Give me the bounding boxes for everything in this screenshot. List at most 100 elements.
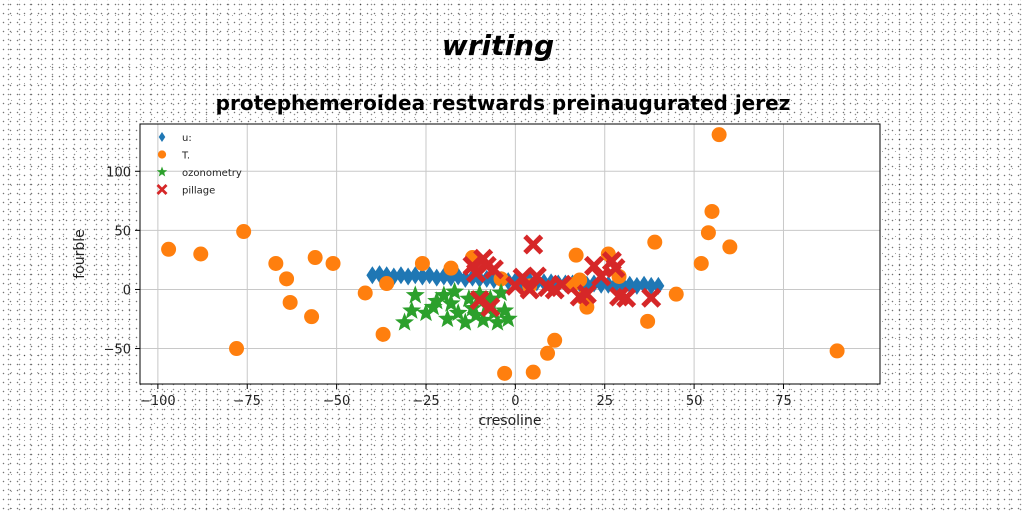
data-points [161, 127, 845, 381]
series-1-point [693, 255, 709, 271]
series-2-point [459, 288, 479, 307]
series-2-point [470, 284, 490, 303]
x-tick-label: −100 [140, 394, 176, 409]
series-1-point [647, 234, 663, 250]
series-1-point [279, 271, 295, 287]
series-2-point [437, 309, 457, 328]
y-axis-label: fourble [72, 229, 88, 279]
series-0-point [459, 269, 472, 288]
series-2-point [473, 310, 493, 329]
x-tick-label: −75 [234, 394, 261, 409]
axis-ticks: −100 −75 −50 −25 0 25 50 75 −50 0 50 100 [104, 165, 792, 409]
series-1-point [304, 309, 320, 325]
x-tick-label: 0 [511, 394, 519, 409]
series-1-point [161, 241, 177, 257]
x-tick-label: 75 [775, 394, 792, 409]
series-2-point [402, 300, 422, 319]
x-axis-label: cresoline [479, 413, 542, 429]
series-0-point [402, 267, 415, 286]
plot-frame [139, 123, 881, 385]
series-1-point [525, 364, 541, 380]
series-3-point [466, 262, 487, 283]
legend-label: ozonometry [182, 168, 242, 179]
x-tick-label: 50 [686, 394, 703, 409]
series-3-point [616, 287, 637, 308]
series-3-point [483, 259, 504, 280]
x-tick-label: −25 [412, 394, 439, 409]
series-1-point [268, 255, 284, 271]
x-tick-label: −50 [323, 394, 350, 409]
series-3-point [469, 290, 490, 311]
series-1-point [375, 326, 391, 342]
series-3-point [480, 297, 501, 318]
y-tick-label: 100 [106, 165, 131, 180]
series-2-point [487, 312, 507, 331]
x-tick-label: 25 [596, 394, 613, 409]
series-1-point [357, 285, 373, 301]
series-3-point [591, 266, 612, 287]
legend: u: T. ozonometry pillage [156, 132, 242, 197]
series-2-point [495, 300, 515, 319]
series-0-point [409, 266, 422, 285]
series-1-point [722, 239, 738, 255]
series-0-point [645, 276, 658, 295]
legend-marker [156, 184, 168, 195]
series-0-point [430, 268, 443, 287]
series-3-point [641, 287, 662, 308]
legend-label: u: [182, 133, 192, 144]
y-tick-label: 50 [114, 224, 131, 239]
series-1-point [540, 345, 556, 361]
series-2-point [448, 303, 468, 322]
series-0-point [638, 275, 651, 294]
series-0-point [394, 266, 407, 285]
legend-label: T. [181, 151, 190, 162]
series-3-point [551, 274, 572, 295]
series-3-point [519, 279, 540, 300]
series-2-point [416, 303, 436, 322]
series-1-point [704, 203, 720, 219]
series-2-point [480, 288, 500, 307]
series-1-point [193, 246, 209, 262]
series-2-point [466, 305, 486, 324]
y-tick-label: −50 [104, 343, 131, 358]
series-1-point [829, 343, 845, 359]
chart-title: protephemeroidea restwards preinaugurate… [216, 91, 791, 115]
series-2-point [405, 285, 425, 304]
series-1-point [668, 286, 684, 302]
series-0-point [366, 266, 379, 285]
chart-suptitle: writing [442, 29, 554, 62]
series-1-point [711, 127, 727, 143]
series-2-point [445, 281, 465, 300]
series-1-point [229, 341, 245, 357]
series-2-point [434, 285, 454, 304]
series-0-point [416, 267, 429, 286]
legend-marker [157, 150, 167, 159]
series-2-point [427, 291, 447, 310]
series-1-point [443, 260, 459, 276]
series-3-point [523, 234, 544, 255]
series-1-point [572, 272, 588, 288]
series-1-point [640, 313, 656, 329]
series-1-point [700, 225, 716, 241]
legend-marker [156, 166, 168, 177]
series-1-point [568, 247, 584, 263]
legend-marker [158, 132, 166, 142]
series-3-point [605, 258, 626, 279]
series-1-point [307, 250, 323, 266]
legend-label: pillage [182, 186, 215, 197]
series-2-point [455, 312, 475, 331]
series-2-point [441, 293, 461, 312]
series-1-point [325, 255, 341, 271]
plot-area [140, 124, 880, 384]
series-2-point [491, 283, 511, 302]
series-2-point [498, 309, 518, 328]
series-1-point [547, 332, 563, 348]
series-2-point [395, 312, 415, 331]
series-1-point [236, 224, 252, 240]
series-1-point [379, 276, 395, 292]
series-1-point [282, 294, 298, 310]
series-1-point [414, 255, 430, 271]
y-tick-label: 0 [123, 283, 131, 298]
series-1-point [497, 365, 513, 381]
